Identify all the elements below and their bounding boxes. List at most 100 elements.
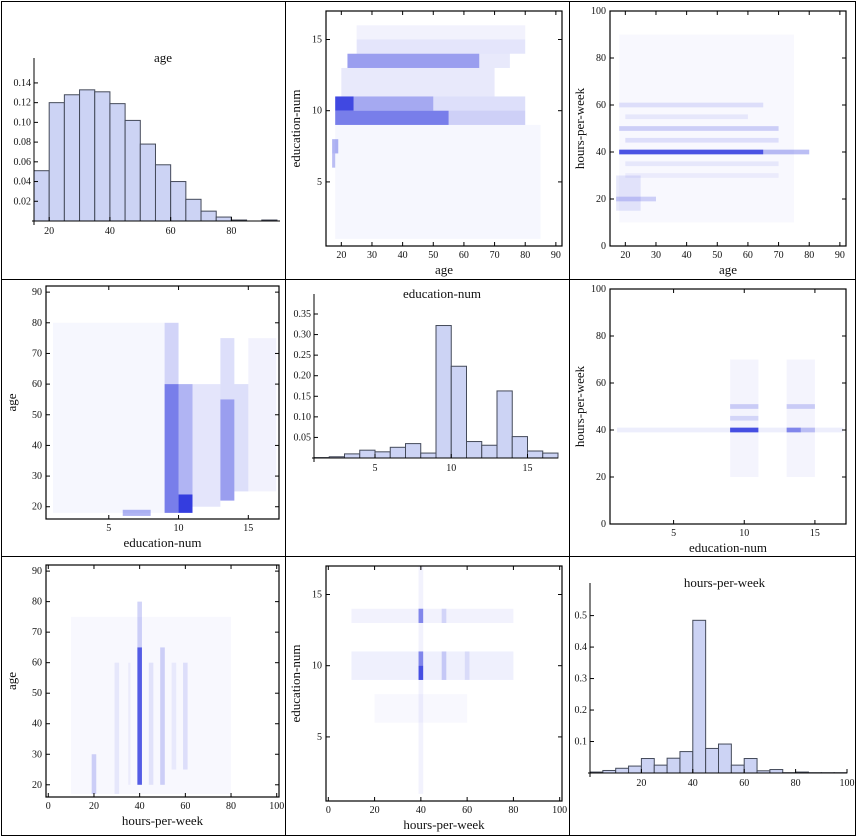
density-cell bbox=[137, 647, 142, 785]
chart-4: education-num 5 10 15 0.05 0.10 0.15 0.20 0.25 0.… bbox=[294, 286, 559, 474]
panel-hours-vs-education: 0 20 40 60 80 100 5 10 15 hours-per-week education… bbox=[286, 557, 570, 835]
y-tick-label: 60 bbox=[596, 100, 606, 111]
y-tick-label: 0.08 bbox=[14, 137, 32, 148]
x-tick-label: 100 bbox=[269, 801, 284, 812]
y-tick-label: 0 bbox=[601, 519, 606, 530]
y-tick-label: 0.3 bbox=[575, 674, 588, 685]
y-axis-label: age bbox=[4, 672, 19, 690]
x-tick-label: 100 bbox=[840, 778, 855, 789]
y-tick-label: 0.10 bbox=[14, 117, 32, 128]
chart-title: education-num bbox=[403, 286, 481, 301]
x-tick-label: 100 bbox=[552, 805, 567, 816]
x-tick-label: 60 bbox=[166, 226, 176, 237]
x-tick-label: 80 bbox=[520, 250, 530, 261]
x-tick-label: 70 bbox=[774, 250, 784, 261]
x-tick-label: 80 bbox=[508, 805, 518, 816]
y-tick-label: 70 bbox=[32, 627, 42, 638]
x-tick-label: 90 bbox=[835, 250, 845, 261]
y-tick-label: 20 bbox=[32, 502, 42, 513]
density-cell bbox=[128, 662, 131, 785]
y-tick-label: 50 bbox=[32, 688, 42, 699]
density-cell bbox=[114, 662, 120, 794]
y-tick-label: 30 bbox=[32, 471, 42, 482]
density-cell bbox=[335, 124, 541, 239]
plot-frame bbox=[325, 10, 563, 247]
density-cell bbox=[418, 651, 424, 666]
histogram-bar bbox=[730, 764, 745, 774]
y-tick-label: 20 bbox=[32, 780, 42, 791]
x-tick-label: 80 bbox=[791, 778, 801, 789]
density-cell bbox=[160, 647, 165, 785]
density-cell bbox=[418, 665, 424, 680]
x-tick-label: 80 bbox=[226, 226, 236, 237]
density-cell bbox=[356, 39, 526, 54]
histogram-bar bbox=[139, 143, 156, 222]
histogram-bar bbox=[200, 210, 217, 222]
density-cell bbox=[178, 384, 193, 495]
x-tick-label: 15 bbox=[810, 528, 820, 539]
x-tick-label: 20 bbox=[89, 801, 99, 812]
y-tick-label: 0.35 bbox=[294, 309, 312, 320]
x-tick-label: 20 bbox=[336, 250, 346, 261]
chart-2: 20 30 40 50 60 70 80 90 0 20 40 60 80 100 age hours-per… bbox=[572, 6, 847, 277]
density-cell bbox=[351, 608, 514, 623]
density-cell bbox=[433, 96, 526, 111]
y-tick-label: 0.04 bbox=[14, 177, 32, 188]
density-cell bbox=[448, 110, 526, 125]
y-axis-label: age bbox=[4, 393, 19, 411]
density-cell bbox=[91, 754, 97, 794]
density-cell bbox=[122, 509, 151, 516]
panel-education-vs-hours: 5 10 15 0 20 40 60 80 100 education-num hours-per-… bbox=[570, 280, 855, 557]
y-tick-label: 0.5 bbox=[575, 611, 588, 622]
x-tick-label: 10 bbox=[174, 523, 184, 534]
x-tick-label: 40 bbox=[135, 801, 145, 812]
density-cell bbox=[137, 601, 142, 648]
density-cell bbox=[356, 25, 526, 40]
plot-frame bbox=[325, 565, 563, 802]
y-tick-label: 20 bbox=[596, 472, 606, 483]
y-tick-label: 40 bbox=[596, 147, 606, 158]
y-tick-label: 0.14 bbox=[14, 78, 32, 89]
y-tick-label: 100 bbox=[591, 6, 606, 17]
x-tick-label: 20 bbox=[620, 250, 630, 261]
density-cell bbox=[619, 102, 764, 108]
y-tick-label: 40 bbox=[32, 719, 42, 730]
y-axis-label: education-num bbox=[288, 90, 303, 168]
chart-1: 20 30 40 50 60 70 80 90 5 10 15 age education-num bbox=[288, 10, 563, 277]
density-cell bbox=[625, 137, 779, 143]
histogram-bar bbox=[215, 216, 232, 222]
density-cell bbox=[248, 338, 277, 492]
x-tick-label: 30 bbox=[367, 250, 377, 261]
x-tick-label: 90 bbox=[551, 250, 561, 261]
histogram-bar bbox=[718, 743, 732, 774]
histogram-bar bbox=[653, 764, 668, 774]
y-tick-label: 60 bbox=[32, 379, 42, 390]
density-cell bbox=[730, 404, 759, 409]
y-tick-label: 5 bbox=[317, 177, 322, 188]
density-cell bbox=[335, 110, 449, 125]
density-cell bbox=[786, 404, 815, 409]
panel-age-histogram: age 20 40 60 80 0.02 0.04 0.06 0.08 0.10 0.12 0.14 bbox=[2, 2, 286, 280]
density-cell bbox=[441, 651, 447, 680]
x-tick-label: 40 bbox=[398, 250, 408, 261]
density-cell bbox=[763, 149, 810, 155]
y-tick-label: 15 bbox=[312, 34, 322, 45]
density-cell bbox=[625, 173, 779, 178]
x-tick-label: 60 bbox=[739, 778, 749, 789]
density-cell bbox=[192, 384, 221, 507]
density-cell bbox=[786, 359, 815, 477]
y-tick-label: 40 bbox=[32, 440, 42, 451]
chart-7: 0 20 40 60 80 100 5 10 15 hours-per-week education… bbox=[288, 565, 567, 832]
x-tick-label: 15 bbox=[523, 463, 533, 474]
x-tick-label: 5 bbox=[671, 528, 676, 539]
y-tick-label: 0.1 bbox=[575, 737, 588, 748]
plot-frame bbox=[45, 564, 280, 798]
x-tick-label: 20 bbox=[636, 778, 646, 789]
y-tick-label: 10 bbox=[312, 106, 322, 117]
x-tick-label: 0 bbox=[326, 805, 331, 816]
y-tick-label: 0.25 bbox=[294, 350, 312, 361]
density-cell bbox=[619, 149, 764, 155]
density-cell bbox=[220, 399, 235, 501]
density-cell bbox=[164, 322, 179, 385]
